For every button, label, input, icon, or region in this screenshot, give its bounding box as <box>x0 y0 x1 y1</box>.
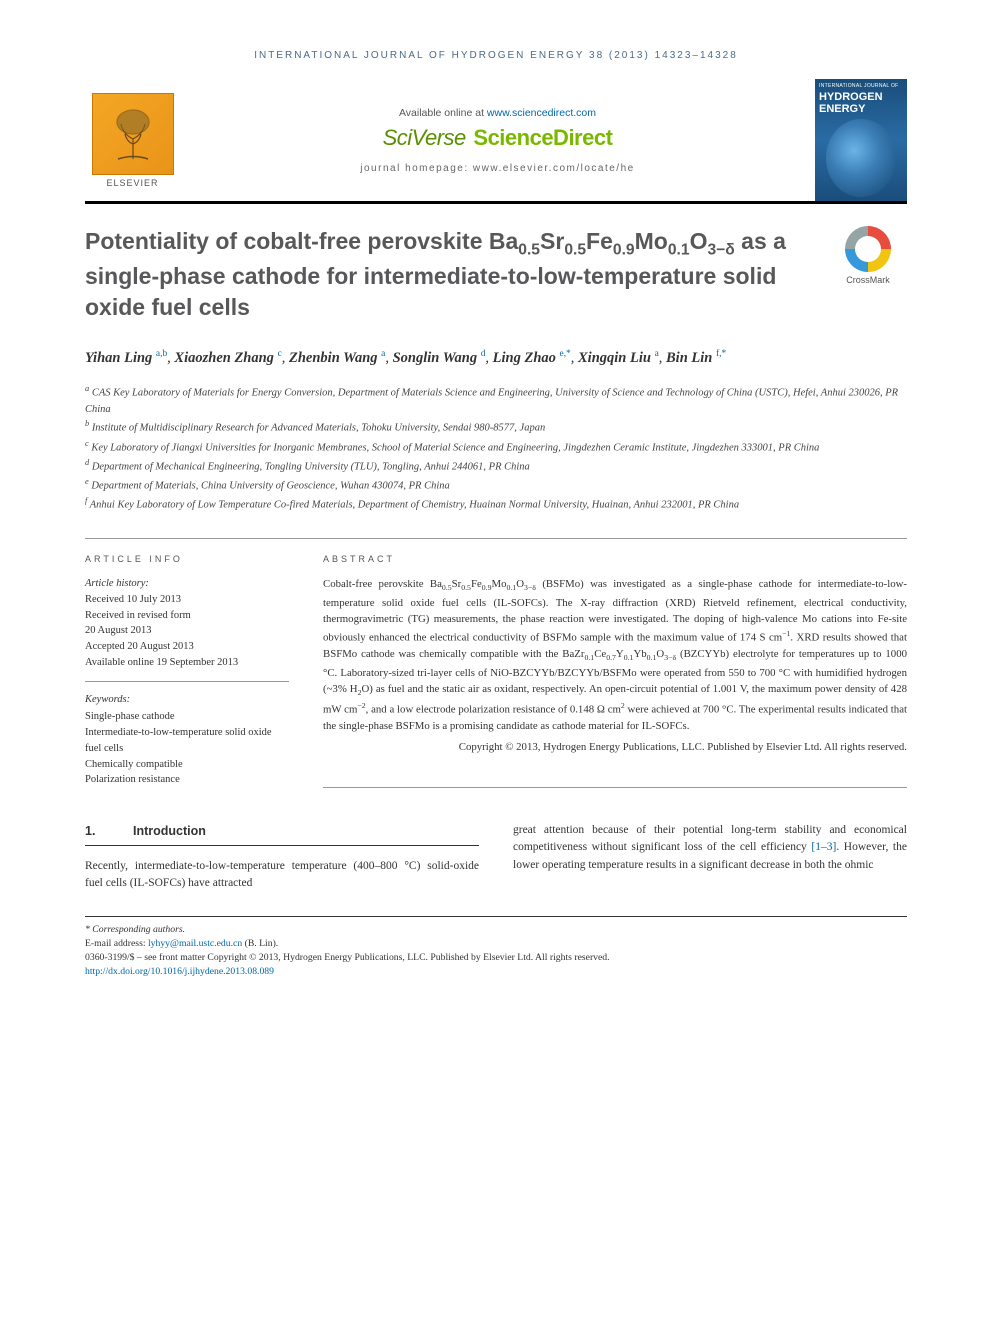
article-info-column: ARTICLE INFO Article history: Received 1… <box>85 553 289 789</box>
section-number: 1. <box>85 822 133 841</box>
cover-globe-icon <box>826 119 896 197</box>
available-online-line: Available online at www.sciencedirect.co… <box>399 107 596 119</box>
corresponding-authors: * Corresponding authors. <box>85 923 907 937</box>
section-title: Introduction <box>133 824 206 838</box>
list-item: Chemically compatible <box>85 757 289 773</box>
journal-cover-thumbnail[interactable]: INTERNATIONAL JOURNAL OF HYDROGEN ENERGY <box>815 79 907 201</box>
list-item: Polarization resistance <box>85 772 289 788</box>
available-prefix: Available online at <box>399 107 487 119</box>
list-item: b Institute of Multidisciplinary Researc… <box>85 418 907 436</box>
running-head: INTERNATIONAL JOURNAL OF HYDROGEN ENERGY… <box>85 50 907 61</box>
header-center: Available online at www.sciencedirect.co… <box>180 79 815 201</box>
elsevier-logo[interactable]: ELSEVIER <box>85 79 180 201</box>
left-column: 1.Introduction Recently, intermediate-to… <box>85 822 479 892</box>
header-band: ELSEVIER Available online at www.science… <box>85 79 907 204</box>
section-heading: 1.Introduction <box>85 822 479 846</box>
sciverse-text: SciVerse <box>383 125 472 150</box>
list-item: f Anhui Key Laboratory of Low Temperatur… <box>85 495 907 513</box>
elsevier-tree-icon <box>92 93 174 175</box>
crossmark-icon <box>845 226 891 272</box>
list-item: Received in revised form <box>85 608 289 624</box>
list-item: c Key Laboratory of Jiangxi Universities… <box>85 438 907 456</box>
abstract-head: ABSTRACT <box>323 553 907 567</box>
abstract-copyright: Copyright © 2013, Hydrogen Energy Public… <box>323 739 907 756</box>
affiliations: a CAS Key Laboratory of Materials for En… <box>85 383 907 513</box>
elsevier-name: ELSEVIER <box>106 178 158 188</box>
keywords-block: Keywords: Single-phase cathodeIntermedia… <box>85 692 289 789</box>
history-lines: Received 10 July 2013Received in revised… <box>85 592 289 671</box>
intro-para-left: Recently, intermediate-to-low-temperatur… <box>85 858 479 893</box>
email-who: (B. Lin). <box>242 938 278 949</box>
list-item: Intermediate-to-low-temperature solid ox… <box>85 725 289 757</box>
list-item: Available online 19 September 2013 <box>85 655 289 671</box>
crossmark-button[interactable]: CrossMark <box>829 226 907 285</box>
sciencedirect-text: ScienceDirect <box>473 125 612 150</box>
cover-title: HYDROGEN ENERGY <box>819 91 903 115</box>
list-item: d Department of Mechanical Engineering, … <box>85 457 907 475</box>
doi-link[interactable]: http://dx.doi.org/10.1016/j.ijhydene.201… <box>85 966 274 977</box>
email-label: E-mail address: <box>85 938 148 949</box>
keywords-label: Keywords: <box>85 692 289 708</box>
sciencedirect-link[interactable]: www.sciencedirect.com <box>487 107 596 119</box>
list-item: a CAS Key Laboratory of Materials for En… <box>85 383 907 417</box>
list-item: 20 August 2013 <box>85 623 289 639</box>
history-label: Article history: <box>85 576 289 592</box>
article-title: Potentiality of cobalt-free perovskite B… <box>85 226 807 323</box>
body-columns: 1.Introduction Recently, intermediate-to… <box>85 822 907 892</box>
author-list: Yihan Ling a,b, Xiaozhen Zhang c, Zhenbi… <box>85 347 907 369</box>
email-link[interactable]: lyhyy@mail.ustc.edu.cn <box>148 938 242 949</box>
crossmark-label: CrossMark <box>829 275 907 285</box>
right-column: great attention because of their potenti… <box>513 822 907 892</box>
list-item: Single-phase cathode <box>85 709 289 725</box>
list-item: e Department of Materials, China Univers… <box>85 476 907 494</box>
intro-para-right: great attention because of their potenti… <box>513 822 907 874</box>
keywords-lines: Single-phase cathodeIntermediate-to-low-… <box>85 709 289 788</box>
sciencedirect-logo[interactable]: SciVerse ScienceDirect <box>383 125 613 151</box>
journal-homepage-line: journal homepage: www.elsevier.com/locat… <box>360 163 634 174</box>
abstract-body: Cobalt-free perovskite Ba0.5Sr0.5Fe0.9Mo… <box>323 576 907 734</box>
article-history-block: Article history: Received 10 July 2013Re… <box>85 576 289 682</box>
list-item: Accepted 20 August 2013 <box>85 639 289 655</box>
cover-subtitle: INTERNATIONAL JOURNAL OF <box>819 83 903 89</box>
page-footer: * Corresponding authors. E-mail address:… <box>85 916 907 979</box>
list-item: Received 10 July 2013 <box>85 592 289 608</box>
article-info-head: ARTICLE INFO <box>85 553 289 567</box>
footer-copyright: 0360-3199/$ – see front matter Copyright… <box>85 951 907 965</box>
abstract-column: ABSTRACT Cobalt-free perovskite Ba0.5Sr0… <box>323 553 907 789</box>
email-line: E-mail address: lyhyy@mail.ustc.edu.cn (… <box>85 937 907 951</box>
